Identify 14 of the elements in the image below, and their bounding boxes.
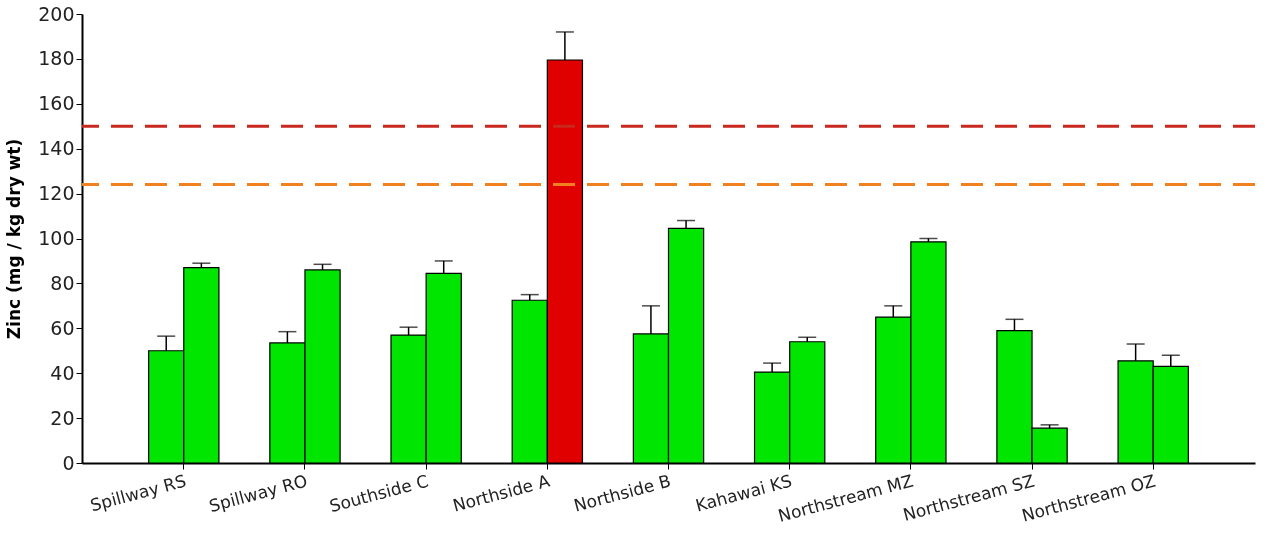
y-tick-label: 100 [38, 227, 75, 249]
y-tick-label: 120 [38, 182, 75, 205]
y-tick-label: 140 [38, 137, 75, 160]
y-tick-label: 160 [38, 92, 75, 115]
x-tick-label: Spillway RS [88, 470, 189, 516]
y-tick-label: 180 [38, 47, 75, 70]
y-tick-label: 60 [50, 316, 75, 339]
y-tick-label: 80 [50, 271, 75, 294]
y-tick-label: 40 [50, 361, 75, 384]
x-tick-label: Spillway RO [206, 470, 310, 516]
y-axis-title: Zinc (mg / kg dry wt) [4, 138, 25, 340]
y-tick-label: 0 [62, 451, 75, 474]
y-tick-label: 200 [38, 2, 75, 25]
y-tick-label: 20 [50, 406, 75, 429]
